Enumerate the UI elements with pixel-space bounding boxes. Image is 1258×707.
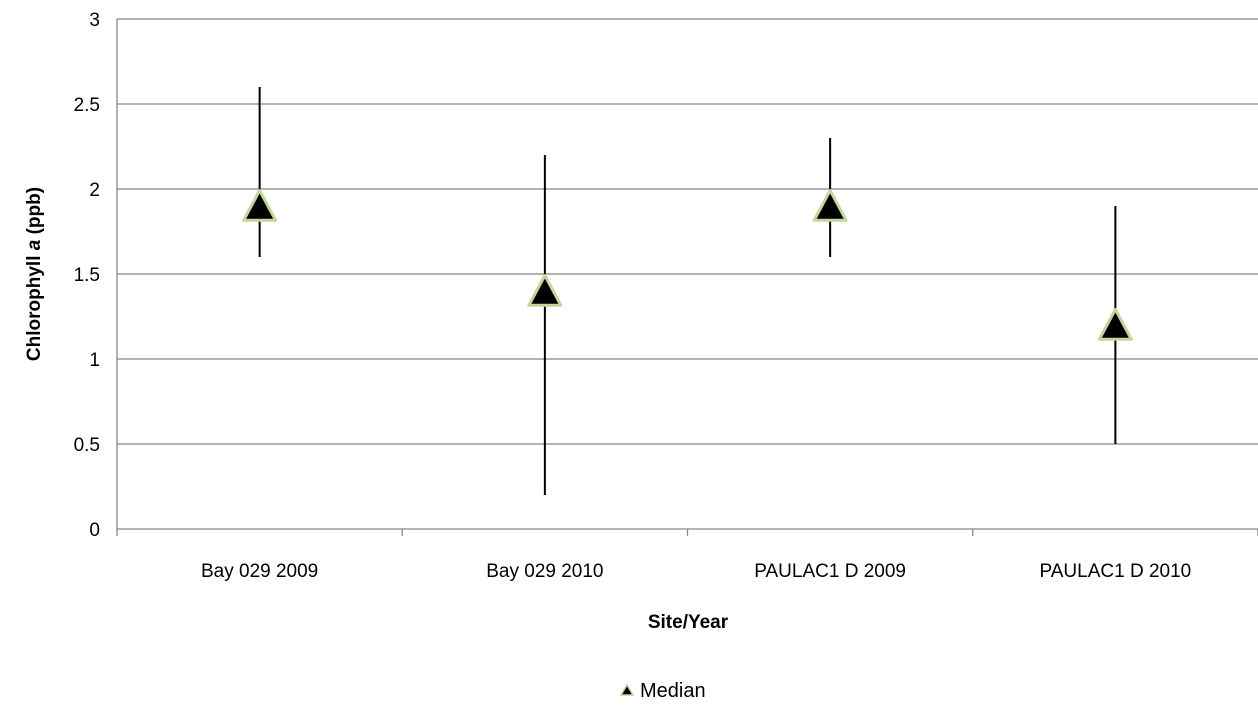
median-marker xyxy=(1097,307,1133,341)
y-tick-label: 1 xyxy=(89,350,100,371)
error-bars xyxy=(258,87,1117,495)
y-axis-title-prefix: Chlorophyll xyxy=(24,250,45,361)
y-tick-label: 2.5 xyxy=(74,95,100,116)
median-marker xyxy=(527,273,563,307)
x-axis-title: Site/Year xyxy=(648,612,729,633)
y-tick-label: 0.5 xyxy=(74,435,100,456)
y-tick-label: 1.5 xyxy=(74,265,100,286)
legend-triangle-icon xyxy=(619,683,635,696)
y-tick-label: 0 xyxy=(89,520,100,541)
x-tick-label: Bay 029 2009 xyxy=(201,561,318,582)
x-tick-label: PAULAC1 D 2009 xyxy=(754,561,906,582)
y-axis-title: Chlorophyll a (ppb) xyxy=(24,187,45,361)
y-axis-title-italic: a xyxy=(24,239,45,250)
axes xyxy=(116,19,1258,536)
y-axis-title-suffix: (ppb) xyxy=(24,187,45,240)
legend: Median xyxy=(619,680,706,702)
x-tick-label: PAULAC1 D 2010 xyxy=(1040,561,1192,582)
y-tick-label: 3 xyxy=(89,10,100,31)
y-tick-label: 2 xyxy=(89,180,100,201)
x-tick-label: Bay 029 2010 xyxy=(486,561,603,582)
x-tick-labels: Bay 029 2009 Bay 029 2010 PAULAC1 D 2009 PA… xyxy=(201,561,1191,582)
median-markers xyxy=(242,188,1133,341)
legend-label: Median xyxy=(640,680,706,702)
median-marker xyxy=(242,188,278,222)
median-marker xyxy=(812,188,848,222)
gridlines xyxy=(117,18,1258,445)
y-tick-labels: 0 0.5 1 1.5 2 2.5 3 xyxy=(74,10,100,541)
